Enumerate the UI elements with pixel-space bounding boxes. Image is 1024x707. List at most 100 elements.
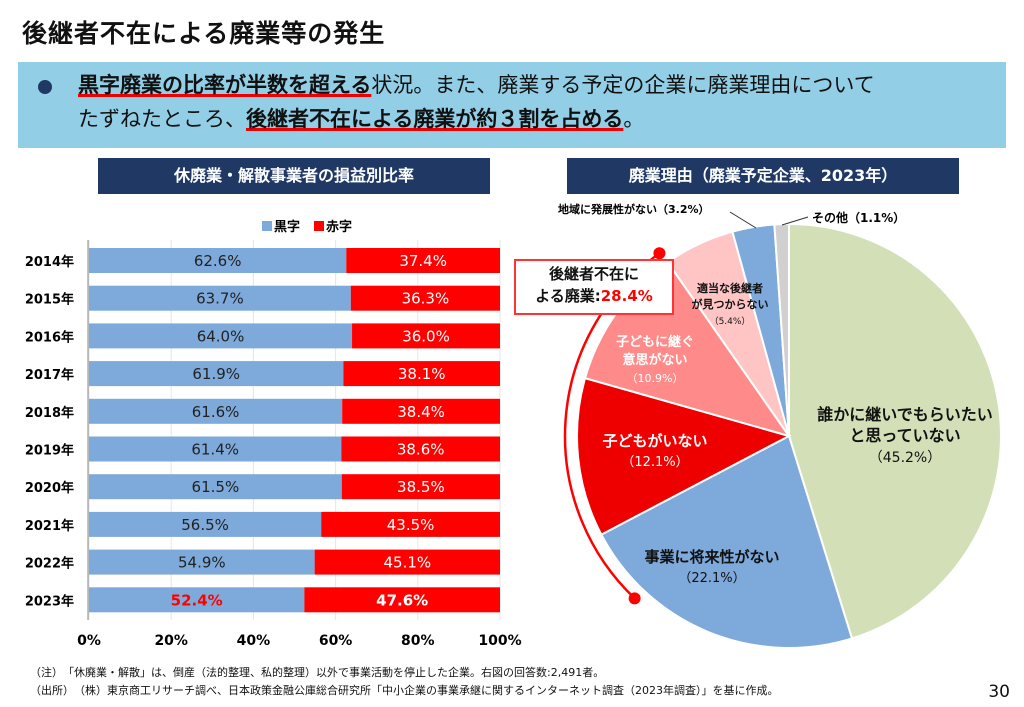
category-label: 2022年 (25, 556, 74, 572)
callout-box: 後継者不在による廃業:28.4% (514, 259, 674, 315)
pie-slice (773, 222, 790, 437)
pie-chart-header: 廃業理由（廃業予定企業、2023年） (567, 158, 959, 194)
bar-segment (304, 587, 500, 613)
category-label: 2018年 (25, 405, 74, 421)
callout-value: 28.4% (600, 287, 653, 305)
pie-label: 事業に将来性がない (644, 548, 779, 566)
pie-label: 地域に発展性がない（3.2%） (558, 202, 710, 216)
bar-segment (89, 587, 305, 613)
bar-segment (314, 549, 500, 575)
legend-swatch (262, 221, 272, 231)
category-label: 2021年 (25, 518, 74, 534)
data-label: 38.4% (397, 403, 445, 421)
data-label: 38.6% (397, 441, 445, 459)
bar-segment (89, 323, 353, 349)
x-tick-label: 0% (77, 633, 101, 649)
bar-segment (352, 323, 500, 349)
bar-segment (341, 436, 500, 462)
data-label: 61.9% (192, 365, 240, 383)
page-title: 後継者不在による廃業等の発生 (22, 19, 386, 48)
data-label: 62.6% (194, 252, 242, 270)
pie-label: 子どもがいない (602, 432, 707, 450)
data-label: 38.5% (397, 478, 445, 496)
legend-swatch (314, 221, 324, 231)
pie-slice (788, 222, 1002, 640)
x-tick-label: 20% (154, 633, 188, 649)
page-number: 30 (988, 682, 1010, 702)
source: （出所） （株）東京商工リサーチ調べ、日本政策金融公庫総合研究所「中小企業の事業… (30, 684, 779, 697)
bar-segment (341, 474, 500, 500)
bar-chart-header: 休廃業・解散事業者の損益別比率 (98, 158, 490, 194)
category-label: 2014年 (25, 254, 74, 270)
bracket-dot (653, 247, 666, 260)
text-3: 。 (623, 107, 645, 131)
bar-segment (89, 361, 344, 387)
pie-slice (599, 434, 854, 649)
summary-banner (18, 62, 1006, 148)
leader-line (729, 211, 757, 229)
data-label: 37.4% (399, 252, 447, 270)
highlight-1: 黒字廃業の比率が半数を超える (78, 73, 372, 97)
category-label: 2023年 (25, 593, 74, 609)
data-label: 54.9% (178, 554, 226, 572)
pie-label: が見つからない (692, 297, 769, 311)
note: （注） 「休廃業・解散」は、倒産（法的整理、私的整理）以外で事業活動を停止した企… (30, 666, 605, 679)
pie-label: （45.2%） (869, 450, 941, 466)
bar-segment (89, 511, 322, 537)
data-label: 43.5% (387, 516, 435, 534)
pie-label: 適当な後継者 (697, 281, 763, 295)
data-label: 36.3% (402, 290, 450, 308)
summary-text: 黒字廃業の比率が半数を超える状況。また、廃業する予定の企業に廃業理由についてたず… (78, 68, 998, 136)
pie-label: 誰かに継いでもらいたい (817, 405, 993, 424)
category-label: 2016年 (25, 329, 74, 345)
bar-segment (321, 511, 500, 537)
data-label: 64.0% (197, 327, 245, 345)
x-tick-label: 80% (401, 633, 435, 649)
text-2: たずねたところ、 (78, 107, 246, 131)
bullet-icon (38, 80, 52, 94)
pie-label: 子どもに継ぐ (616, 334, 694, 350)
pie-label: 意思がない (622, 352, 687, 368)
data-label: 52.4% (171, 591, 223, 609)
x-tick-label: 100% (478, 633, 521, 649)
data-label: 38.1% (398, 365, 446, 383)
legend-label: 黒字 (274, 219, 300, 235)
bar-segment (89, 285, 351, 311)
data-label: 61.4% (191, 441, 239, 459)
callout-line1: 後継者不在に (548, 265, 639, 283)
data-label: 63.7% (196, 290, 244, 308)
pie-label: その他（1.1%） (812, 210, 905, 225)
bar-segment (89, 398, 343, 424)
legend-label: 赤字 (326, 219, 352, 235)
bar-segment (89, 474, 342, 500)
highlight-2: 後継者不在による廃業が約３割を占める (246, 107, 624, 131)
data-label: 61.5% (192, 478, 240, 496)
pie-label: （10.9%） (627, 372, 684, 385)
bracket-dot (628, 592, 641, 605)
category-label: 2019年 (25, 443, 74, 459)
pie-label: （12.1%） (621, 455, 688, 470)
bar-segment (89, 549, 315, 575)
bar-segment (350, 285, 500, 311)
data-label: 36.0% (402, 327, 450, 345)
bar-segment (346, 248, 500, 273)
bar-segment (343, 361, 500, 387)
data-label: 56.5% (181, 516, 229, 534)
category-label: 2015年 (25, 292, 74, 308)
data-label: 47.6% (376, 591, 428, 609)
callout-line2: よる廃業: (535, 287, 601, 305)
category-label: 2017年 (25, 367, 74, 383)
category-label: 2020年 (25, 480, 74, 496)
pie-label: （5.4%） (710, 316, 751, 327)
bar-segment (89, 248, 347, 273)
data-label: 45.1% (383, 554, 431, 572)
text-1: 状況。また、廃業する予定の企業に廃業理由について (371, 73, 875, 97)
pie-label: と思っていない (849, 426, 960, 445)
pie-slice (576, 376, 792, 536)
x-tick-label: 40% (237, 633, 271, 649)
x-tick-label: 60% (319, 633, 353, 649)
bar-segment (89, 436, 342, 462)
leader-line (781, 216, 809, 226)
bar-segment (342, 398, 500, 424)
